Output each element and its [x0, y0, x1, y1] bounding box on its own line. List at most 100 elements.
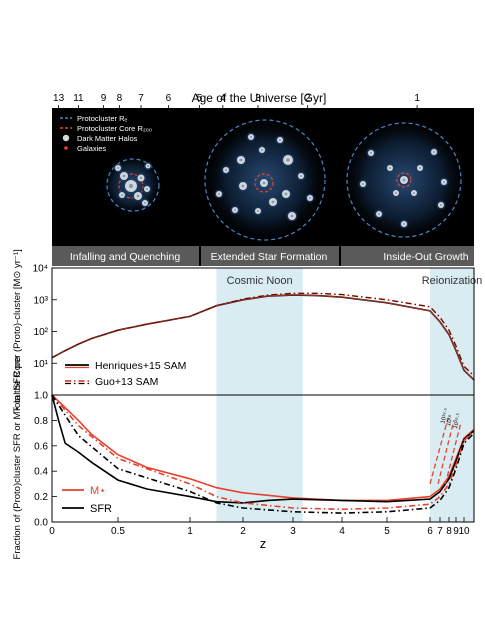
sfr-ytick-label-3: 10⁴ [33, 264, 48, 275]
fraction-ytick-label-0: 0.0 [34, 518, 48, 529]
halo-5 [142, 184, 152, 194]
halo-18 [253, 206, 263, 216]
halo-26 [385, 163, 395, 173]
legend-core-label: Protocluster Core R₂₀₀ [77, 124, 152, 133]
halo-15 [267, 196, 279, 208]
age-tick-label-9: 2 [305, 93, 311, 104]
fraction-series-3 [51, 394, 475, 514]
halo-27 [415, 163, 425, 173]
z-tick-label-0: 0 [49, 526, 55, 537]
halo-11 [281, 153, 295, 167]
halo-20 [286, 210, 298, 222]
mass-threshold-label-2: 10¹⁹·⁵ [452, 412, 463, 429]
mass-threshold-label-1: 10¹⁹ [445, 414, 455, 427]
halo-35 [439, 177, 449, 187]
fraction-ytick-label-3: 0.6 [34, 441, 48, 452]
age-tick-label-4: 7 [138, 93, 144, 104]
halo-36 [399, 219, 409, 229]
halo-1 [118, 170, 130, 182]
halo-13 [237, 180, 249, 192]
sfr-series-1-overlay [51, 292, 475, 377]
age-tick-label-10: 1 [414, 93, 420, 104]
halo-34 [358, 179, 368, 189]
dark-matter-halos [113, 132, 449, 229]
fraction-ytick-label-2: 0.4 [34, 467, 48, 478]
legend-protocluster-label: Protocluster Rₑ [77, 114, 128, 123]
halo-7 [140, 198, 150, 208]
fraction-series-0 [51, 394, 475, 502]
protocluster-boundary-2 [204, 119, 326, 241]
z-tick-label-5: 4 [339, 526, 345, 537]
halo-28 [391, 188, 401, 198]
sfr-legend-label-1: Guo+13 SAM [95, 376, 158, 388]
halo-8 [144, 162, 152, 170]
sfr-ytick-label-0: 10¹ [34, 359, 49, 370]
halo-12 [257, 145, 267, 155]
halo-9 [258, 177, 270, 189]
halo-19 [230, 205, 240, 215]
halo-4 [117, 190, 127, 200]
mass-threshold-line-1 [437, 420, 455, 485]
z-tick-label-3: 2 [240, 526, 246, 537]
protocluster-boundary-3 [346, 122, 462, 238]
z-tick-label-6: 5 [384, 526, 390, 537]
caption-insideout: Inside-Out Growth [383, 251, 468, 263]
halo-14 [280, 188, 292, 200]
fraction-ytick-label-1: 0.2 [34, 492, 48, 503]
fraction-ytick-label-5: 1.0 [34, 391, 48, 402]
age-tick-label-6: 5 [197, 93, 203, 104]
z-tick-label-7: 6 [427, 526, 433, 537]
halo-22 [305, 193, 315, 203]
z-tick-label-2: 1 [187, 526, 193, 537]
age-tick-label-1: 11 [73, 93, 84, 104]
z-tick-label-1: 0.5 [111, 526, 125, 537]
halo-31 [429, 147, 439, 157]
halo-6 [113, 163, 123, 173]
halo-17 [296, 171, 306, 181]
sfr-legend-label-0: Henriques+15 SAM [95, 360, 186, 372]
caption-infalling: Infalling and Quenching [70, 251, 180, 263]
halo-32 [374, 209, 384, 219]
halo-29 [409, 188, 419, 198]
caption-extended: Extended Star Formation [211, 251, 328, 263]
age-axis-label: Age of the Universe [Gyr] [192, 91, 327, 105]
illustration-panel: Protocluster Rₑ Protocluster Core R₂₀₀ D… [52, 108, 474, 266]
legend-galaxies-label: Galaxies [77, 144, 106, 153]
sfr-ytick-label-2: 10³ [34, 295, 49, 306]
z-tick-label-4: 3 [290, 526, 296, 537]
z-tick-label-8: 7 [437, 526, 443, 537]
fraction-ylabel: Fraction of (Proto)cluster SFR or M⋆ in … [12, 357, 23, 560]
fraction-ytick-label-4: 0.8 [34, 416, 48, 427]
age-tick-label-8: 3 [255, 93, 261, 104]
halo-25 [398, 174, 410, 186]
halo-0 [123, 178, 139, 194]
sfr-series-0-overlay [51, 294, 475, 381]
halo-2 [136, 173, 146, 183]
age-tick-label-3: 8 [117, 93, 123, 104]
lower-panel-frame [51, 394, 475, 523]
z-axis-label: z [260, 536, 267, 551]
core-boundary-3 [396, 172, 412, 188]
fraction-series-2 [51, 394, 475, 511]
age-tick-label-7: 4 [220, 93, 226, 104]
shaded-region-label-1: Reionization [422, 275, 483, 287]
mass-threshold-line-2 [444, 422, 462, 485]
halo-21 [214, 189, 224, 199]
halo-10 [235, 154, 247, 166]
halo-dot-icon [62, 134, 70, 142]
age-tick-label-0: 13 [53, 93, 65, 104]
sfr-ylabel: Total SFR per (Proto)-cluster [M⊙ yr⁻¹] [12, 249, 23, 412]
age-axis-ticks: 13 11 9 8 7 6 5 4 3 2 1 [53, 93, 420, 110]
z-tick-label-11: 10 [458, 526, 470, 537]
halo-16 [221, 165, 231, 175]
shaded-region-label-0: Cosmic Noon [227, 275, 293, 287]
protocluster-boundary-1 [106, 158, 160, 212]
halo-3 [132, 190, 144, 202]
age-tick-label-5: 6 [166, 93, 172, 104]
fraction-legend-label-1: SFR [90, 503, 112, 515]
illustration-legend: Protocluster Rₑ Protocluster Core R₂₀₀ D… [60, 114, 152, 153]
core-boundary-2 [254, 173, 274, 193]
z-tick-label-10: 9 [453, 526, 459, 537]
mass-threshold-line-0 [429, 417, 449, 485]
